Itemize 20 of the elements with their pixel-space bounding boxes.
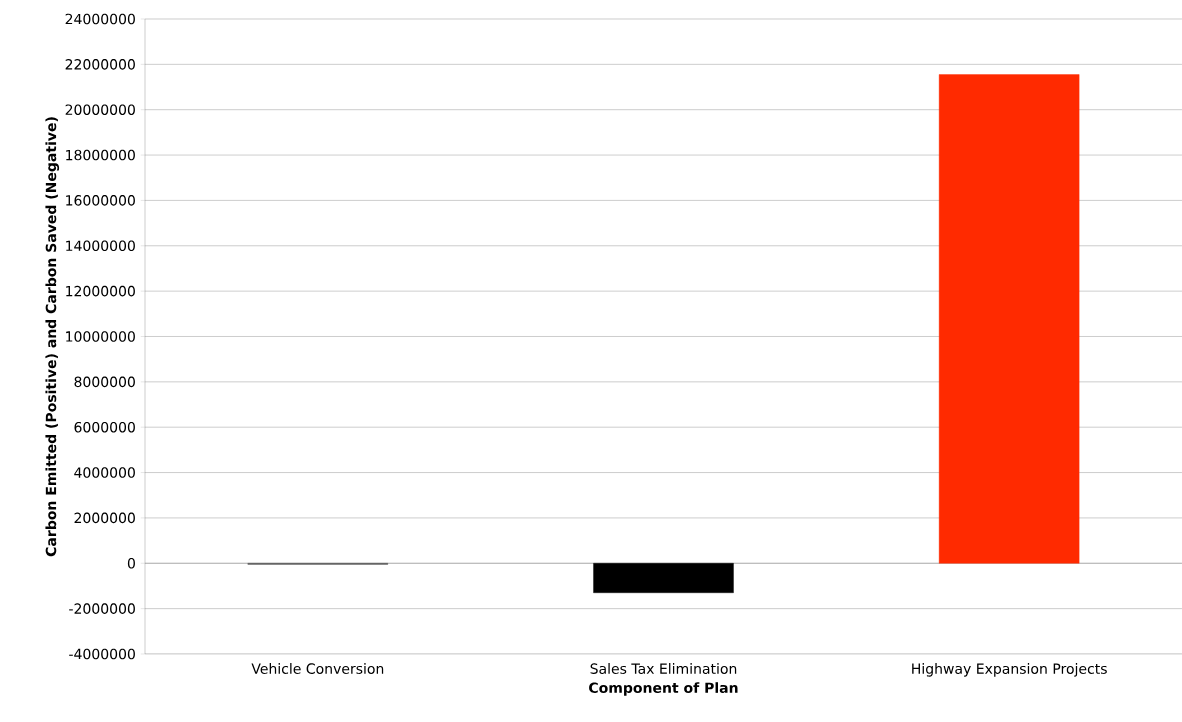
x-axis-title: Component of Plan <box>589 682 738 696</box>
y-tick-label: 14000000 <box>66 240 135 252</box>
y-tick-label: 22000000 <box>65 59 135 70</box>
x-tick-label: Vehicle Conversion <box>251 663 384 674</box>
y-tick-label: 16000000 <box>66 195 135 206</box>
x-tick-label: Highway Expansion Projects <box>912 663 1107 677</box>
y-tick-label: 6000000 <box>74 421 135 433</box>
y-tick-label: 10000000 <box>66 331 135 342</box>
x-tick-label: Sales Tax Elimination <box>590 663 737 674</box>
y-tick-label: 0 <box>127 557 135 569</box>
y-tick-label: -2000000 <box>69 603 135 614</box>
y-tick-label: 8000000 <box>74 376 135 388</box>
y-tick-label: 2000000 <box>74 512 135 524</box>
y-tick-label: 12000000 <box>66 285 135 297</box>
y-tick-label: 20000000 <box>65 104 135 115</box>
y-tick-label: 18000000 <box>66 149 135 161</box>
y-tick-label: -4000000 <box>69 648 135 660</box>
y-tick-label: 4000000 <box>74 467 135 478</box>
y-tick-label: 24000000 <box>65 13 135 25</box>
y-axis-title: Carbon Emitted (Positive) and Carbon Saved (Negative) <box>45 117 60 557</box>
